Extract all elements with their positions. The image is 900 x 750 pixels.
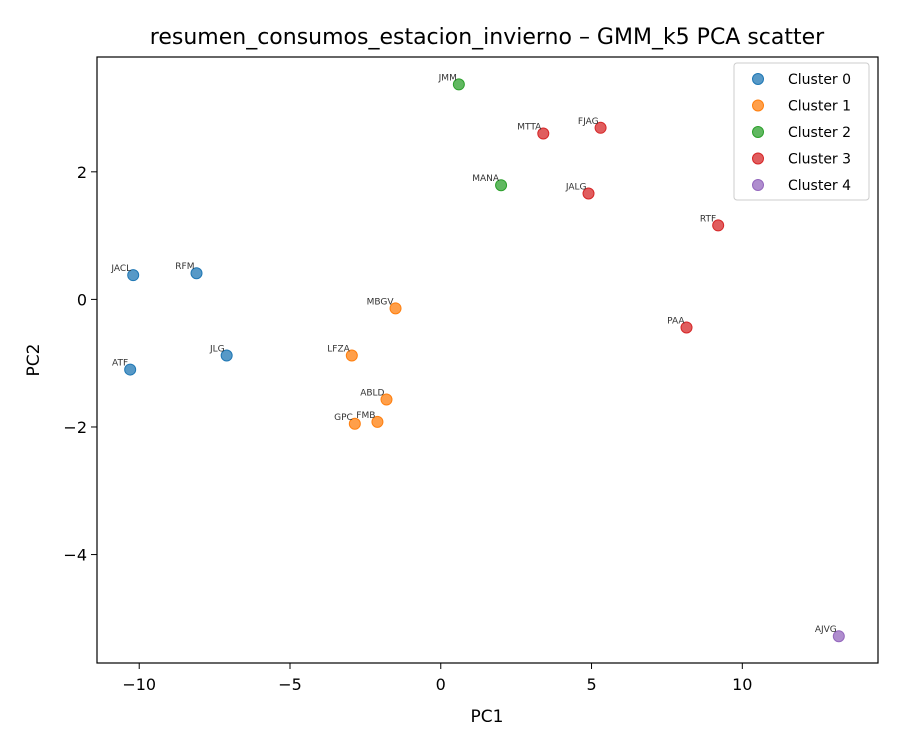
x-tick-label: 0 bbox=[436, 675, 446, 694]
y-axis-label: PC2 bbox=[24, 344, 44, 377]
legend-marker bbox=[752, 152, 764, 165]
data-point bbox=[712, 219, 725, 232]
point-label: RTF bbox=[700, 214, 716, 224]
legend: Cluster 0 Cluster 1 Cluster 2 Cluster 3 Clus… bbox=[733, 62, 870, 201]
axis-ticks: −10 −5 0 5 10 2 0 −2 −4 bbox=[63, 163, 752, 694]
point-label: GPC bbox=[334, 413, 353, 423]
legend-marker bbox=[752, 73, 764, 85]
point-label: ABLD bbox=[360, 389, 384, 399]
data-point bbox=[452, 78, 465, 91]
plot-area bbox=[96, 56, 879, 664]
legend-entry: Cluster 4 bbox=[788, 178, 851, 194]
point-label: PAA bbox=[667, 316, 685, 326]
y-tick-label: 2 bbox=[77, 163, 87, 182]
data-point bbox=[582, 187, 595, 200]
x-axis-label: PC1 bbox=[471, 707, 504, 727]
legend-entry: Cluster 0 bbox=[788, 72, 851, 88]
legend-entry: Cluster 2 bbox=[788, 125, 851, 141]
data-point bbox=[680, 321, 693, 334]
data-points: JACL RFM JLG ATF MBGV LFZA ABLD GPC FMB JMM MANA MT… bbox=[110, 73, 845, 643]
legend-marker bbox=[752, 126, 764, 138]
data-point bbox=[537, 127, 550, 140]
legend-marker bbox=[752, 179, 764, 191]
point-label: FMB bbox=[356, 411, 375, 421]
data-point bbox=[345, 349, 358, 362]
data-point bbox=[594, 121, 607, 134]
point-label: MBGV bbox=[367, 297, 395, 307]
data-point bbox=[495, 179, 508, 192]
point-label: MTTA bbox=[517, 123, 542, 133]
point-label: ATF bbox=[112, 359, 128, 369]
point-label: AJVG bbox=[815, 625, 837, 635]
y-tick-label: 0 bbox=[77, 290, 87, 309]
data-point bbox=[371, 415, 384, 428]
point-label: JMM bbox=[438, 73, 457, 83]
legend-entry: Cluster 1 bbox=[788, 99, 851, 115]
y-tick-label: −2 bbox=[63, 418, 87, 437]
point-label: MANA bbox=[472, 174, 500, 184]
y-tick-label: −4 bbox=[63, 546, 87, 565]
legend-entry: Cluster 3 bbox=[788, 152, 851, 168]
data-point bbox=[190, 267, 203, 280]
point-label: FJAG bbox=[578, 117, 599, 127]
x-tick-label: −10 bbox=[122, 675, 156, 694]
point-label: JLG bbox=[209, 345, 225, 355]
data-point bbox=[389, 302, 402, 315]
point-label: LFZA bbox=[327, 345, 350, 355]
data-point bbox=[127, 269, 140, 282]
legend-marker bbox=[752, 99, 764, 112]
point-label: JACL bbox=[110, 264, 131, 274]
point-label: RFM bbox=[175, 262, 194, 272]
point-label: JALG bbox=[565, 183, 587, 193]
data-point bbox=[380, 393, 393, 406]
chart-title: resumen_consumos_estacion_invierno – GMM… bbox=[150, 25, 825, 50]
legend-box bbox=[733, 62, 870, 201]
data-point bbox=[348, 417, 361, 430]
x-tick-label: 5 bbox=[586, 675, 596, 694]
data-point bbox=[124, 363, 137, 376]
x-tick-label: −5 bbox=[278, 675, 302, 694]
data-point bbox=[832, 630, 845, 643]
x-tick-label: 10 bbox=[732, 675, 752, 694]
data-point bbox=[220, 349, 233, 362]
